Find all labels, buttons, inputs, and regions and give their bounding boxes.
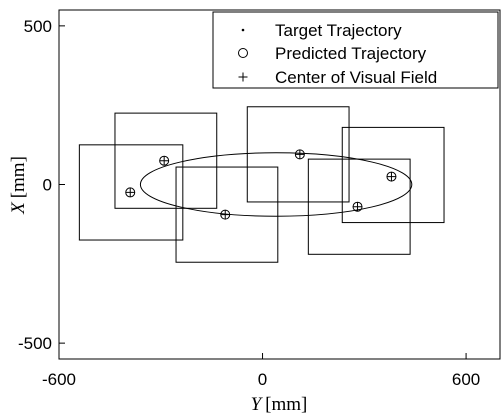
x-tick-label-2: 0 — [258, 370, 267, 389]
visual-field-center-2 — [159, 156, 169, 166]
predicted-points-group — [125, 149, 397, 220]
y-axis-label: X[mm] — [8, 156, 29, 215]
target-trajectory-group — [139, 152, 413, 217]
visual-field-box-1 — [78, 144, 184, 241]
x-axis-ticks: -600 0 600 — [42, 353, 480, 389]
legend-label-target: Target Trajectory — [275, 21, 402, 40]
legend-label-predicted: Predicted Trajectory — [275, 44, 427, 63]
y-tick-label-2: 0 — [43, 176, 52, 195]
visual-field-center-6 — [386, 172, 396, 182]
visual-field-center-5 — [353, 202, 363, 212]
x-tick-label-3: 600 — [452, 370, 480, 389]
legend-plus-marker — [238, 72, 248, 82]
legend-label-center: Center of Visual Field — [275, 68, 437, 87]
visual-field-center-4 — [295, 149, 305, 159]
visual-field-box-6 — [341, 126, 445, 224]
x-axis-label: Y [mm] — [251, 394, 308, 415]
y-axis-ticks: 500 0 -500 — [18, 17, 65, 353]
visual-field-box-2 — [114, 112, 218, 209]
y-tick-label-1: 500 — [24, 17, 52, 36]
visual-field-center-1 — [125, 187, 135, 197]
legend: Target Trajectory Predicted Trajectory C… — [212, 11, 499, 89]
visual-field-box-4 — [246, 106, 350, 203]
visual-field-center-3 — [220, 210, 230, 220]
visual-field-box-3 — [175, 166, 279, 263]
legend-box — [212, 11, 499, 89]
legend-circle-marker — [238, 48, 248, 58]
legend-dot-marker — [241, 28, 245, 32]
target-trajectory-ellipse — [139, 152, 413, 217]
visual-field-boxes — [78, 106, 445, 263]
x-tick-label-1: -600 — [42, 370, 76, 389]
y-tick-label-3: -500 — [18, 334, 52, 353]
